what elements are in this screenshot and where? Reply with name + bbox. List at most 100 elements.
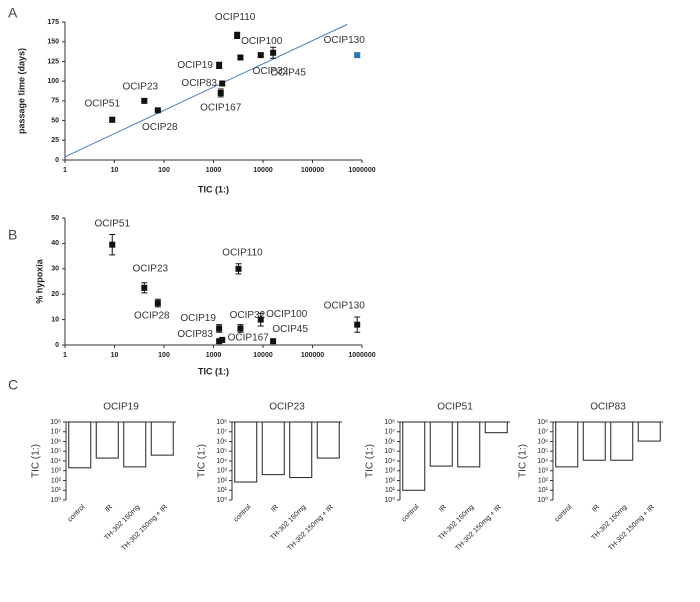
point [216, 325, 223, 332]
point-label: OCIP51 [94, 218, 130, 229]
point [237, 54, 244, 61]
x-tick-label: TH-302 150mg + IR [454, 504, 503, 553]
point [154, 107, 161, 114]
point-label: OCIP110 [215, 12, 256, 23]
x-tick-label: 10000 [253, 352, 273, 359]
panel-label: A [8, 5, 18, 21]
y-tick-label: 20 [51, 291, 59, 298]
chart-title: OCIP51 [437, 402, 473, 413]
y-tick-label: 10⁸ [537, 419, 548, 426]
bar [316, 421, 340, 459]
point [154, 300, 161, 307]
x-tick-label: 10000 [253, 167, 273, 174]
y-tick-label: 10² [51, 477, 62, 484]
bar [234, 421, 258, 483]
y-tick-label: 10⁶ [537, 438, 548, 445]
point-label: OCIP45 [270, 67, 306, 78]
bar [582, 421, 606, 461]
y-tick-label: 10⁵ [50, 448, 61, 455]
point-label: OCIP19 [177, 60, 213, 71]
bar [484, 421, 508, 434]
point-label: OCIP83 [181, 78, 217, 89]
x-tick-label: 1000000 [348, 167, 375, 174]
point-label: OCIP110 [222, 247, 263, 258]
y-tick-label: 175 [47, 19, 59, 26]
y-tick-label: 10⁴ [216, 458, 227, 465]
y-tick-label: 10⁸ [216, 419, 227, 426]
x-tick-label: IR [591, 504, 601, 514]
y-tick-label: 10⁸ [384, 419, 395, 426]
point [109, 241, 116, 248]
point [354, 52, 361, 59]
x-tick-label: 1000 [206, 352, 222, 359]
x-tick-label: 100 [158, 167, 170, 174]
y-tick-label: 10 [51, 316, 59, 323]
x-tick-label: TH-302 150mg + IR [120, 504, 169, 553]
point-label: OCIP100 [266, 309, 308, 320]
x-tick-label: IR [438, 504, 448, 514]
point [354, 321, 361, 328]
y-tick-label: 125 [47, 58, 59, 65]
y-tick-label: 10⁰ [384, 496, 395, 504]
x-tick-label: 100000 [301, 352, 324, 359]
x-tick-label: TH-302 150mg + IR [607, 504, 656, 553]
x-tick-label: 1000 [206, 167, 222, 174]
y-tick-label: 10⁶ [216, 438, 227, 445]
point [257, 316, 264, 323]
x-tick-label: 100000 [301, 167, 324, 174]
point-label: OCIP32 [253, 66, 289, 77]
y-tick-label: 10⁷ [51, 429, 62, 436]
y-tick-label: 100 [47, 78, 59, 85]
bar [610, 421, 634, 461]
y-tick-label: 10⁰ [537, 496, 548, 504]
point-label: OCIP23 [123, 81, 159, 92]
x-tick-label: 10 [111, 167, 119, 174]
point-label: OCIP51 [84, 98, 120, 109]
y-tick-label: 10⁵ [537, 448, 548, 455]
x-tick-label: 100 [158, 352, 170, 359]
point-label: OCIP45 [272, 324, 308, 335]
point [270, 49, 277, 56]
bar [457, 421, 481, 468]
chart-title: OCIP83 [590, 402, 626, 413]
y-tick-label: 10⁰ [216, 496, 227, 504]
bar [555, 421, 579, 468]
y-tick-label: 10⁵ [384, 448, 395, 455]
bar [150, 421, 174, 456]
y-tick-label: 30 [51, 266, 59, 273]
point-label: OCIP100 [241, 36, 283, 47]
bar [68, 421, 92, 469]
y-tick-label: 40 [51, 240, 59, 247]
y-tick-label: 10⁷ [217, 429, 228, 436]
y-tick-label: 10¹ [538, 487, 549, 494]
fit-line [64, 23, 348, 158]
point-label: OCIP130 [324, 300, 366, 311]
y-tick-label: 10⁶ [384, 438, 395, 445]
x-axis-label: TIC (1:) [198, 366, 229, 376]
y-tick-label: 0 [55, 157, 59, 164]
point [219, 336, 226, 343]
point [257, 52, 264, 59]
y-tick-label: 10³ [217, 468, 228, 475]
bar [123, 421, 147, 468]
point [235, 265, 242, 272]
point [217, 89, 224, 96]
y-axis-label: TIC (1:) [197, 444, 208, 478]
x-tick-label: control [233, 503, 253, 523]
point [141, 97, 148, 104]
y-tick-label: 0 [55, 342, 59, 349]
x-tick-label: 1000000 [348, 352, 375, 359]
y-tick-label: 10⁴ [384, 458, 395, 465]
y-tick-label: 10⁷ [385, 429, 396, 436]
y-tick-label: 10⁴ [50, 458, 61, 465]
y-axis-label: TIC (1:) [365, 444, 376, 478]
y-tick-label: 10² [385, 477, 396, 484]
y-tick-label: 10¹ [385, 487, 396, 494]
panel-label: C [8, 377, 18, 393]
chart-title: OCIP23 [269, 402, 305, 413]
bar [429, 421, 453, 467]
y-tick-label: 50 [51, 215, 59, 222]
point-label: OCIP83 [177, 329, 213, 340]
x-tick-label: IR [104, 504, 114, 514]
